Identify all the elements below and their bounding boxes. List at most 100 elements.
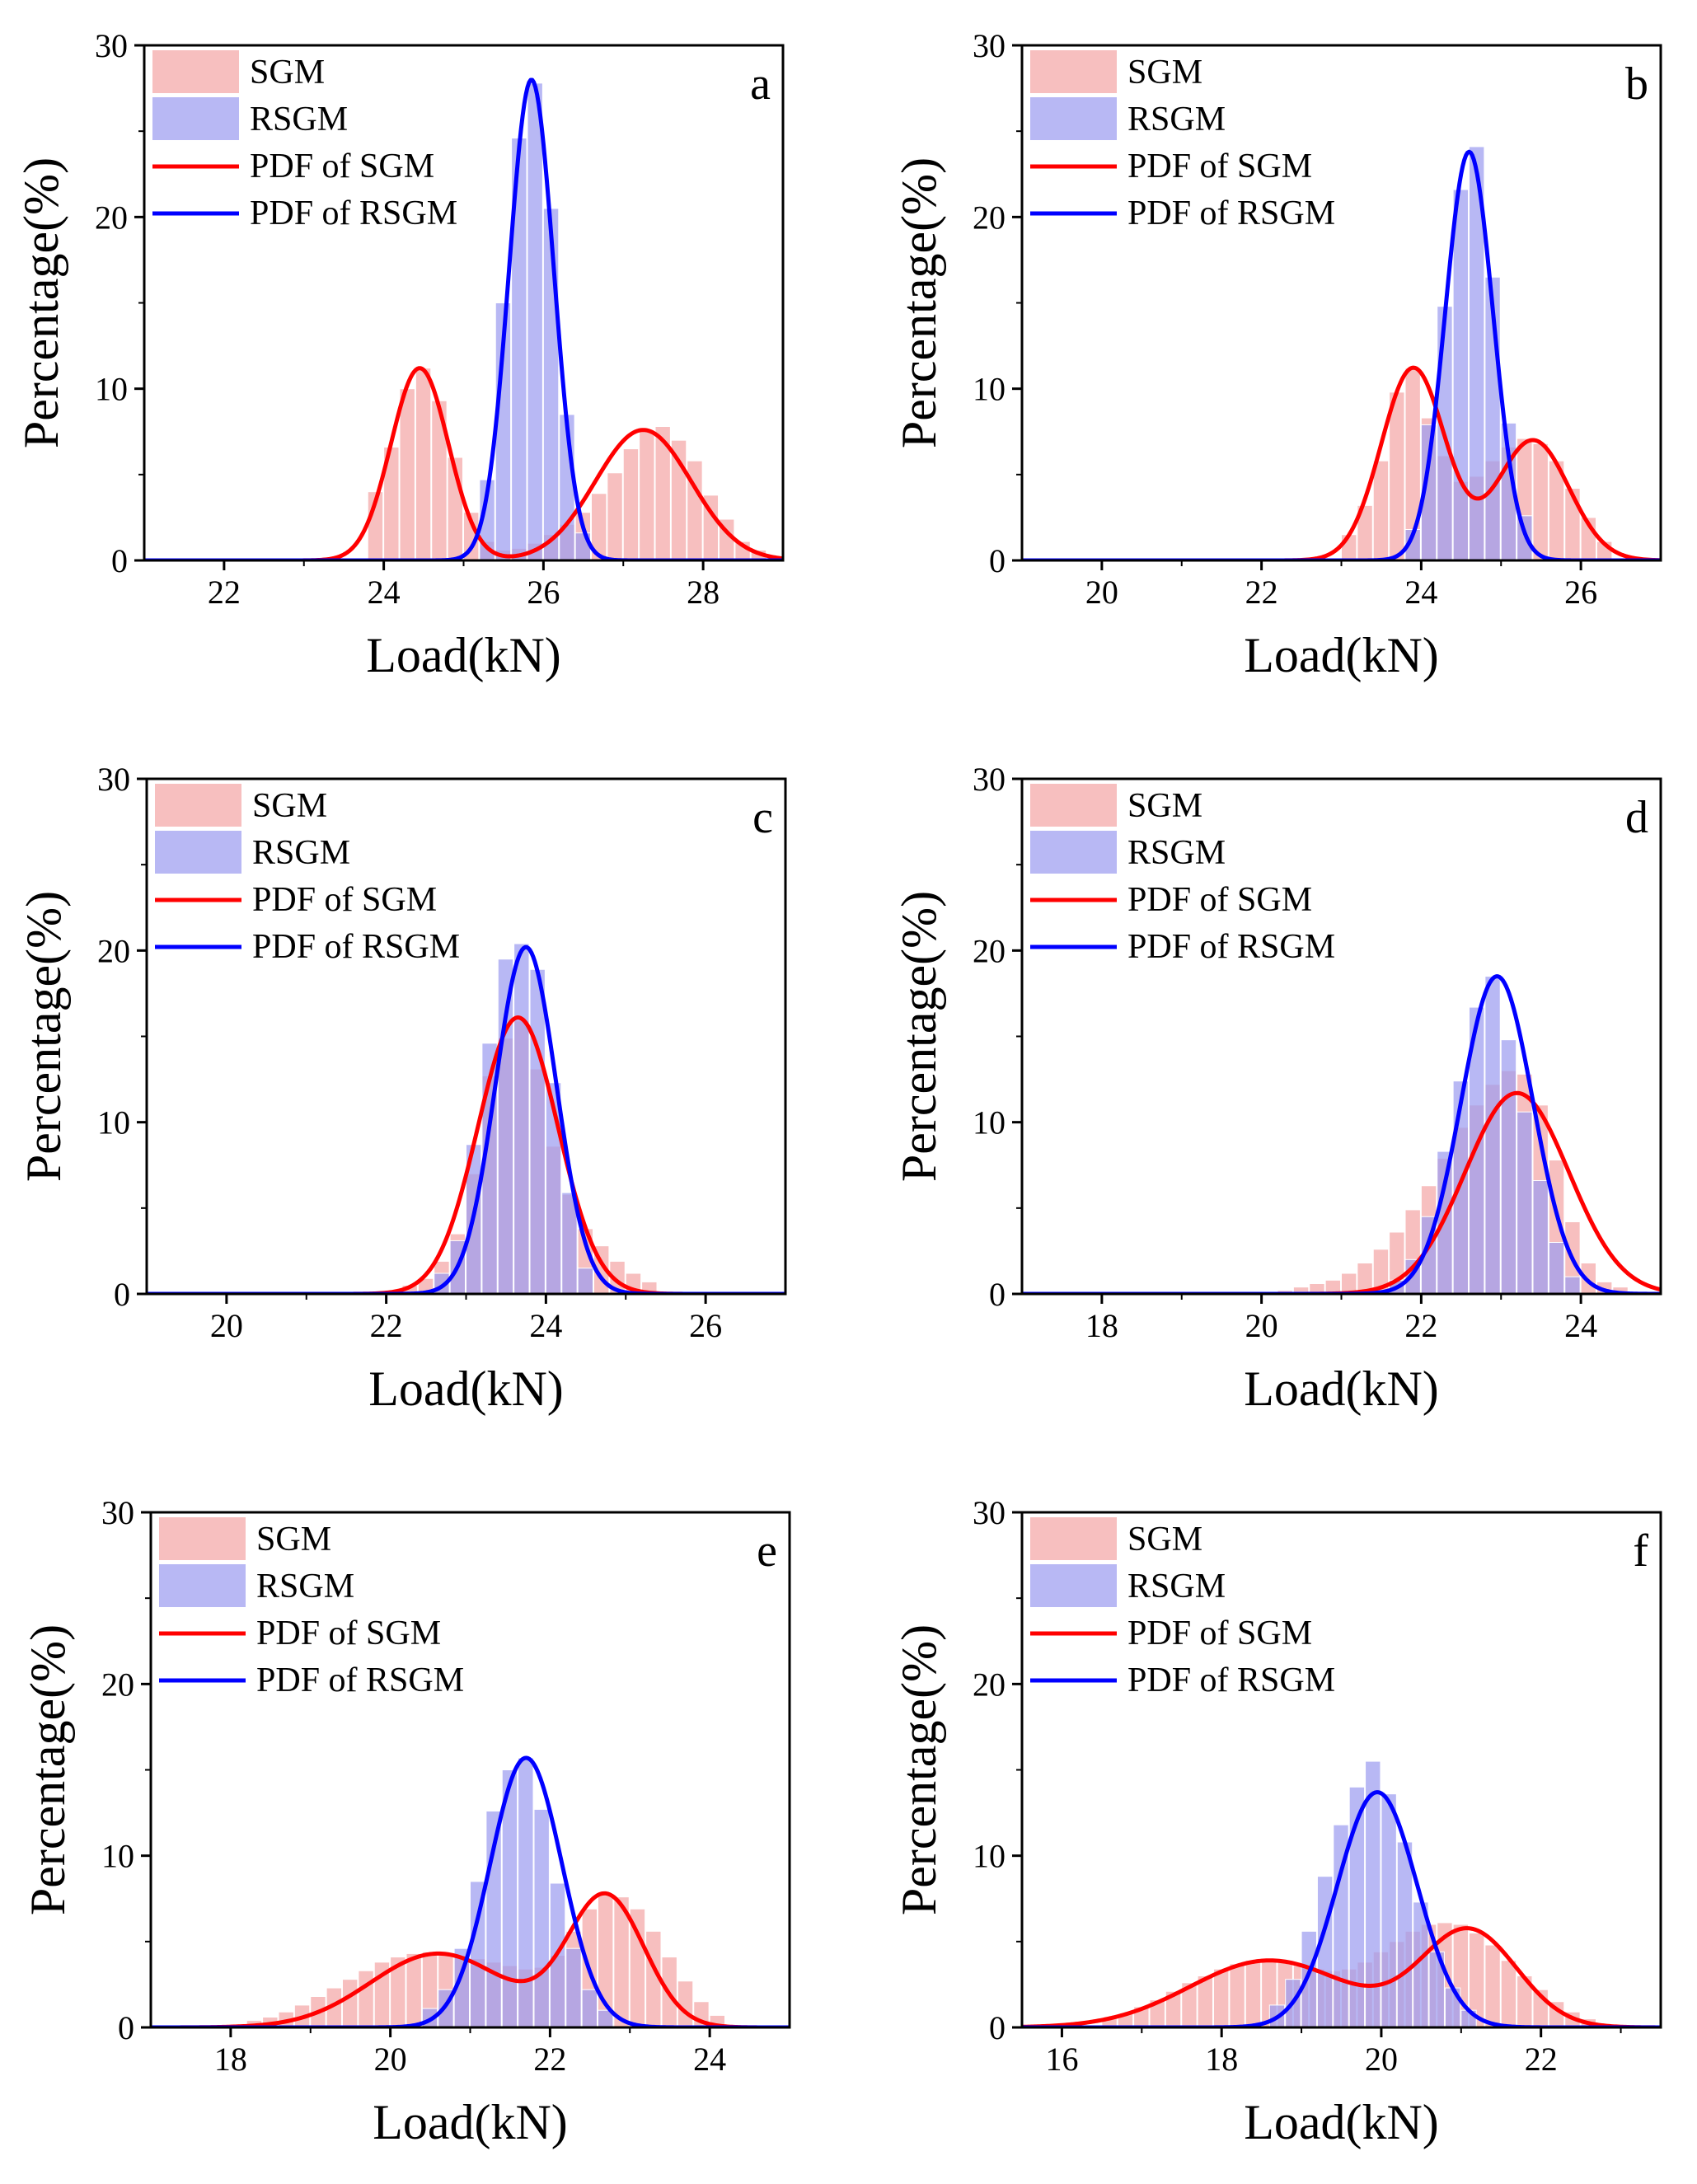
legend-swatch-sgm xyxy=(1030,1517,1117,1560)
legend-label-sgm: SGM xyxy=(250,54,325,91)
chart-panel-a: 0 10 20 30 22 24 26 28 Load(kN) Percentage(%) a SGM… xyxy=(14,27,785,682)
legend-swatch-rsgm xyxy=(1030,1564,1117,1607)
x-tick-label: 22 xyxy=(208,574,241,611)
bar-sgm xyxy=(1197,1975,1214,2027)
bar-sgm xyxy=(622,448,640,560)
legend-label-pdf_rsgm: PDF of RSGM xyxy=(1127,1661,1335,1699)
plot-area xyxy=(1022,974,1661,1294)
y-tick-label: 10 xyxy=(973,1838,1006,1875)
x-tick-label: 24 xyxy=(1564,1307,1597,1344)
y-tick-label: 0 xyxy=(114,1276,130,1313)
plot-area xyxy=(1022,146,1661,560)
legend-swatch-sgm xyxy=(1030,784,1117,827)
legend-label-rsgm: RSGM xyxy=(1127,834,1226,872)
chart-panel-b: 0 10 20 30 20 22 24 26 Load(kN) Percentage(%) b SGM… xyxy=(892,27,1662,682)
bar-rsgm xyxy=(518,1757,534,2027)
x-tick-label: 20 xyxy=(1245,1307,1278,1344)
legend-swatch-rsgm xyxy=(1030,831,1117,874)
y-tick-label: 0 xyxy=(111,542,128,579)
y-tick-label: 30 xyxy=(973,1494,1006,1531)
y-tick-label: 10 xyxy=(95,371,128,408)
bar-rsgm xyxy=(1396,1841,1413,2027)
bar-sgm xyxy=(405,1952,422,2027)
panel-label: a xyxy=(750,59,771,110)
legend-label-pdf_rsgm: PDF of RSGM xyxy=(256,1661,464,1699)
bar-rsgm xyxy=(1452,189,1470,560)
bar-rsgm xyxy=(513,943,530,1294)
legend-swatch-sgm xyxy=(159,1517,246,1560)
legend: SGM RSGM PDF of SGM PDF of RSGM xyxy=(1030,1517,1335,1699)
x-tick-label: 18 xyxy=(1205,2041,1238,2078)
panel-label: c xyxy=(752,792,773,843)
legend-label-pdf_sgm: PDF of SGM xyxy=(1127,148,1312,185)
bar-sgm xyxy=(1341,1272,1357,1294)
legend-label-sgm: SGM xyxy=(1127,1521,1202,1558)
y-tick-label: 30 xyxy=(101,1494,134,1531)
bar-sgm xyxy=(1357,1263,1373,1294)
y-tick-label: 10 xyxy=(101,1838,134,1875)
x-tick-label: 24 xyxy=(1404,574,1437,611)
bar-rsgm xyxy=(1437,1151,1453,1294)
x-tick-label: 22 xyxy=(1245,574,1278,611)
pdf-rsgm-curve xyxy=(144,77,783,560)
bar-sgm xyxy=(399,388,415,560)
legend-label-rsgm: RSGM xyxy=(1127,101,1226,138)
y-axis-label: Percentage(%) xyxy=(892,1624,946,1915)
y-tick-label: 10 xyxy=(973,371,1006,408)
y-axis-label: Percentage(%) xyxy=(16,891,71,1182)
chart-panel-d: 0 10 20 30 18 20 22 24 Load(kN) Percentage(%) d SGM… xyxy=(892,761,1662,1416)
legend-swatch-rsgm xyxy=(152,97,239,140)
bar-sgm xyxy=(1357,504,1373,560)
bar-rsgm xyxy=(529,968,546,1294)
pdf-sgm-curve xyxy=(1022,365,1661,560)
bar-rsgm xyxy=(1500,1039,1517,1294)
panel-label: f xyxy=(1633,1526,1648,1577)
y-tick-label: 10 xyxy=(973,1104,1006,1141)
y-tick-label: 0 xyxy=(118,2009,134,2046)
x-tick-label: 22 xyxy=(1525,2041,1558,2078)
x-axis-label: Load(kN) xyxy=(1244,2095,1439,2149)
bar-sgm xyxy=(1372,460,1390,560)
plot-area xyxy=(1022,1760,1661,2027)
y-tick-label: 20 xyxy=(973,199,1006,236)
x-tick-label: 24 xyxy=(529,1307,562,1344)
panel-label: e xyxy=(757,1526,777,1577)
legend: SGM RSGM PDF of SGM PDF of RSGM xyxy=(159,1517,464,1699)
bar-sgm xyxy=(415,368,432,560)
bar-rsgm xyxy=(1365,1760,1381,2027)
legend-label-rsgm: RSGM xyxy=(250,101,348,138)
bar-sgm xyxy=(607,472,623,560)
bar-sgm xyxy=(1181,1982,1198,2027)
x-tick-label: 22 xyxy=(1404,1307,1437,1344)
legend-label-sgm: SGM xyxy=(1127,54,1202,91)
legend-swatch-sgm xyxy=(152,50,239,93)
bar-rsgm xyxy=(545,1082,562,1294)
bar-sgm xyxy=(1213,1968,1230,2027)
bar-sgm xyxy=(1484,1944,1501,2027)
legend: SGM RSGM PDF of SGM PDF of RSGM xyxy=(152,50,457,232)
bar-sgm xyxy=(639,429,655,560)
legend-label-rsgm: RSGM xyxy=(1127,1568,1226,1605)
bar-sgm xyxy=(358,1970,374,2027)
panel-label: d xyxy=(1625,792,1648,843)
y-tick-label: 30 xyxy=(95,27,128,64)
legend-label-pdf_rsgm: PDF of RSGM xyxy=(250,194,457,232)
bar-sgm xyxy=(702,494,720,560)
bar-sgm xyxy=(390,1957,406,2027)
bar-rsgm xyxy=(1564,1276,1581,1294)
x-tick-label: 18 xyxy=(1085,1307,1118,1344)
y-axis-label: Percentage(%) xyxy=(21,1624,75,1915)
x-tick-label: 20 xyxy=(1365,2041,1398,2078)
legend-label-pdf_rsgm: PDF of RSGM xyxy=(1127,928,1335,966)
y-axis-label: Percentage(%) xyxy=(14,157,68,448)
chart-panel-c: 0 10 20 30 20 22 24 26 Load(kN) Percentage(%) c SGM… xyxy=(16,761,787,1416)
y-tick-label: 30 xyxy=(973,761,1006,798)
y-tick-label: 30 xyxy=(97,761,130,798)
x-axis-label: Load(kN) xyxy=(1244,628,1439,682)
x-tick-label: 20 xyxy=(210,1307,243,1344)
x-tick-label: 28 xyxy=(687,574,720,611)
bar-sgm xyxy=(1229,1963,1245,2027)
bar-rsgm xyxy=(577,1268,594,1294)
x-tick-label: 18 xyxy=(214,2041,247,2078)
